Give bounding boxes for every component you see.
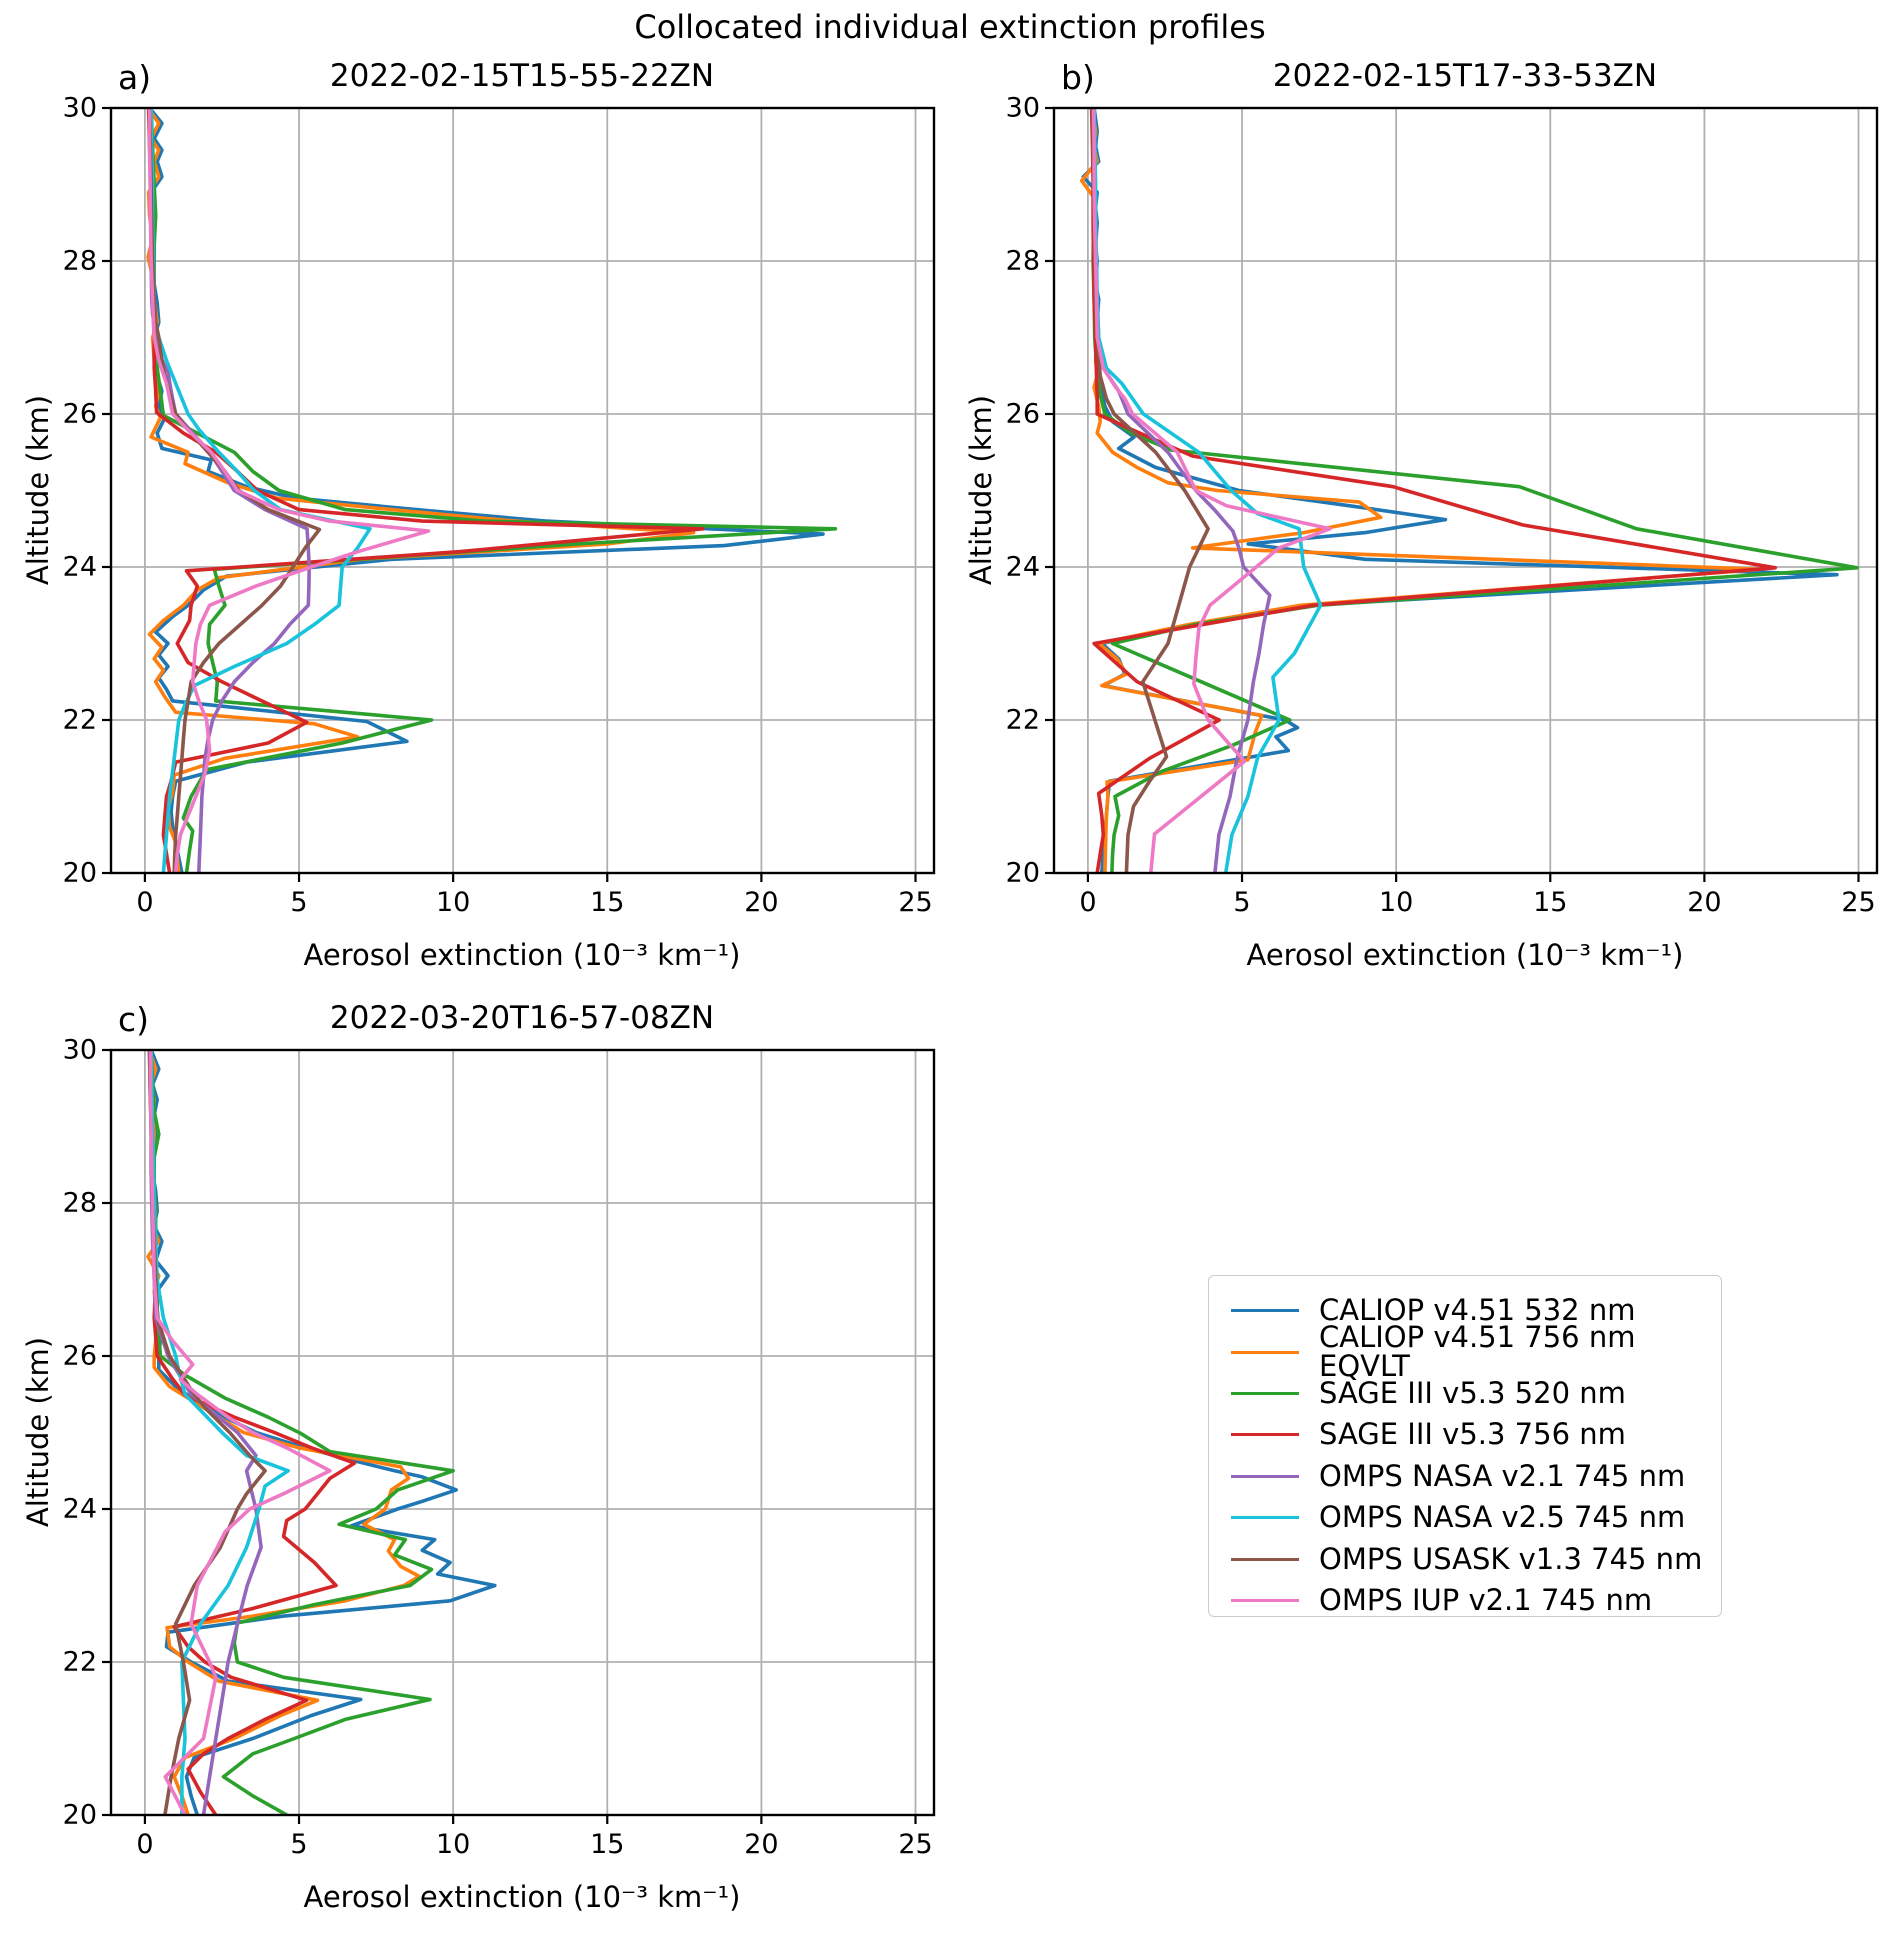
y-tick-label: 20 bbox=[62, 1799, 97, 1831]
series-line-8 bbox=[148, 1050, 332, 1815]
legend-line-sample bbox=[1231, 1433, 1299, 1437]
panel-c bbox=[102, 1048, 936, 1824]
y-tick-label: 30 bbox=[62, 92, 97, 124]
legend-item: OMPS USASK v1.3 745 nm bbox=[1231, 1538, 1711, 1579]
y-tick-label: 26 bbox=[62, 398, 97, 430]
figure-suptitle: Collocated individual extinction profile… bbox=[634, 8, 1266, 46]
y-tick-label: 24 bbox=[1005, 551, 1040, 583]
series-line-2 bbox=[146, 108, 696, 873]
legend-label: OMPS USASK v1.3 745 nm bbox=[1319, 1541, 1703, 1576]
y-tick-label: 30 bbox=[62, 1034, 97, 1066]
x-tick-label: 0 bbox=[136, 887, 154, 918]
panel-c-ylabel: Altitude (km) bbox=[21, 1336, 55, 1528]
x-tick-label: 0 bbox=[136, 1829, 154, 1860]
series-line-8 bbox=[1091, 108, 1332, 873]
panel-b-ylabel: Altitude (km) bbox=[964, 394, 998, 586]
x-tick-label: 0 bbox=[1079, 887, 1097, 918]
panel-c-xlabel: Aerosol extinction (10⁻³ km⁻¹) bbox=[303, 1880, 741, 1914]
y-tick-label: 24 bbox=[62, 551, 97, 583]
x-tick-label: 25 bbox=[898, 887, 933, 918]
legend-item: OMPS NASA v2.1 745 nm bbox=[1231, 1456, 1711, 1497]
series-line-8 bbox=[147, 108, 431, 873]
x-tick-label: 5 bbox=[290, 1829, 308, 1860]
panel-a bbox=[102, 106, 936, 882]
y-tick-label: 26 bbox=[1005, 398, 1040, 430]
x-tick-label: 20 bbox=[744, 1829, 779, 1860]
legend-line-sample bbox=[1231, 1474, 1299, 1478]
x-tick-label: 5 bbox=[1233, 887, 1251, 918]
panel-a-letter: a) bbox=[118, 58, 152, 97]
panel-b-xlabel: Aerosol extinction (10⁻³ km⁻¹) bbox=[1246, 938, 1684, 972]
legend-box: CALIOP v4.51 532 nm CALIOP v4.51 756 nm E… bbox=[1208, 1275, 1722, 1617]
panel-b bbox=[1045, 106, 1879, 882]
y-tick-label: 20 bbox=[1005, 857, 1040, 889]
x-tick-label: 15 bbox=[590, 1829, 625, 1860]
panel-b-title: 2022-02-15T17-33-53ZN bbox=[1272, 58, 1658, 94]
x-tick-label: 15 bbox=[590, 887, 625, 918]
y-tick-label: 30 bbox=[1005, 92, 1040, 124]
y-tick-label: 20 bbox=[62, 857, 97, 889]
legend-line-sample bbox=[1231, 1309, 1299, 1313]
series-line-7 bbox=[147, 108, 322, 873]
axes-spines bbox=[109, 1048, 936, 1817]
y-tick-label: 28 bbox=[62, 1187, 97, 1219]
panel-a-xlabel: Aerosol extinction (10⁻³ km⁻¹) bbox=[303, 938, 741, 972]
y-tick-label: 22 bbox=[1005, 704, 1040, 736]
y-tick-label: 22 bbox=[62, 704, 97, 736]
x-tick-label: 20 bbox=[744, 887, 779, 918]
axes-spines bbox=[1052, 106, 1879, 875]
legend-label: CALIOP v4.51 532 nm bbox=[1319, 1293, 1636, 1328]
y-tick-label: 28 bbox=[1005, 245, 1040, 277]
x-tick-label: 10 bbox=[1378, 887, 1414, 918]
x-tick-label: 20 bbox=[1687, 887, 1722, 918]
panel-c-letter: c) bbox=[118, 1000, 150, 1039]
legend-label: OMPS NASA v2.5 745 nm bbox=[1319, 1500, 1686, 1535]
x-tick-label: 25 bbox=[1841, 887, 1876, 918]
y-tick-label: 24 bbox=[62, 1493, 97, 1525]
series-line-1 bbox=[149, 1050, 497, 1815]
panel-a-ylabel: Altitude (km) bbox=[21, 394, 55, 586]
x-tick-label: 10 bbox=[435, 887, 471, 918]
panel-c-title: 2022-03-20T16-57-08ZN bbox=[329, 1000, 715, 1036]
x-tick-label: 5 bbox=[290, 887, 308, 918]
y-tick-label: 26 bbox=[62, 1340, 97, 1372]
x-tick-label: 25 bbox=[898, 1829, 933, 1860]
legend-line-sample bbox=[1231, 1350, 1299, 1354]
axes-spines bbox=[109, 106, 936, 875]
legend-item: SAGE III v5.3 756 nm bbox=[1231, 1414, 1711, 1455]
legend-label: SAGE III v5.3 756 nm bbox=[1319, 1417, 1626, 1452]
legend-item: CALIOP v4.51 756 nm EQVLT bbox=[1231, 1323, 1711, 1381]
x-tick-label: 15 bbox=[1533, 887, 1568, 918]
legend-line-sample bbox=[1231, 1557, 1299, 1561]
legend-item: OMPS IUP v2.1 745 nm bbox=[1231, 1580, 1711, 1621]
x-tick-label: 10 bbox=[435, 1829, 471, 1860]
legend-item: SAGE III v5.3 520 nm bbox=[1231, 1373, 1711, 1414]
y-tick-label: 28 bbox=[62, 245, 97, 277]
legend-line-sample bbox=[1231, 1391, 1299, 1395]
series-line-6 bbox=[149, 1050, 291, 1815]
legend-item: CALIOP v4.51 532 nm bbox=[1231, 1290, 1711, 1331]
y-tick-label: 22 bbox=[62, 1646, 97, 1678]
legend-label: SAGE III v5.3 520 nm bbox=[1319, 1375, 1626, 1410]
legend-label: OMPS NASA v2.1 745 nm bbox=[1319, 1458, 1686, 1493]
panel-a-title: 2022-02-15T15-55-22ZN bbox=[329, 58, 715, 94]
legend-label: OMPS IUP v2.1 745 nm bbox=[1319, 1582, 1653, 1617]
legend-line-sample bbox=[1231, 1516, 1299, 1520]
panel-b-letter: b) bbox=[1061, 58, 1095, 97]
legend-item: OMPS NASA v2.5 745 nm bbox=[1231, 1497, 1711, 1538]
legend-label: CALIOP v4.51 756 nm EQVLT bbox=[1319, 1320, 1636, 1384]
legend-line-sample bbox=[1231, 1598, 1299, 1602]
